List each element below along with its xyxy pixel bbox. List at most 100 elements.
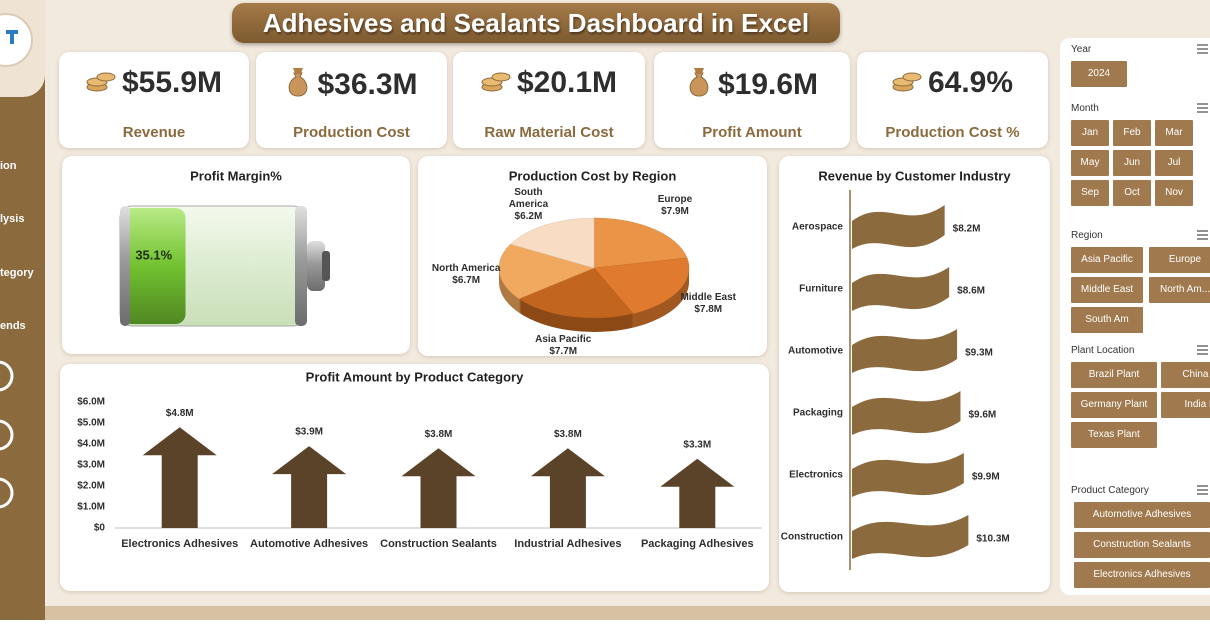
slicer-title: Region <box>1071 230 1103 241</box>
slicer-button[interactable]: Mar <box>1155 120 1193 146</box>
slicer-button[interactable]: Middle East <box>1071 277 1143 303</box>
chart-title: Profit Margin% <box>190 168 282 183</box>
chart-title: Production Cost by Region <box>509 168 677 183</box>
slicer-button[interactable]: Europe <box>1149 247 1210 273</box>
slicer-button[interactable]: Texas Plant <box>1071 422 1157 448</box>
bottom-band <box>0 606 1210 620</box>
flag-bar <box>852 453 964 497</box>
y-category-label: Packaging <box>793 408 843 419</box>
pie-category-label: South America <box>508 187 549 211</box>
kpi-icon-wrap <box>86 68 116 99</box>
nav-icon[interactable] <box>0 419 14 451</box>
flag-bar <box>852 329 958 373</box>
slicer-button[interactable]: Sep <box>1071 180 1109 206</box>
slicer-button[interactable]: Automotive Adhesives <box>1074 502 1210 528</box>
pie-label: North America $6.7M <box>431 263 501 287</box>
slicer-panel: Year 2024 Month Jan Feb Mar May Jun Jul Sep Oct Nov… <box>1060 38 1210 595</box>
battery-cap-right <box>295 206 307 326</box>
arrow-bar <box>272 446 347 528</box>
chart-title: Revenue by Customer Industry <box>818 168 1011 183</box>
kpi-icon-wrap <box>686 66 712 103</box>
slicer-button[interactable]: Jan <box>1071 120 1109 146</box>
nav-item[interactable]: tegory <box>0 267 34 279</box>
arrow-bar <box>142 427 217 528</box>
slicer-button[interactable]: India Pla <box>1161 392 1210 418</box>
chart-card: Profit Margin% 35.1% <box>62 156 410 354</box>
kpi-row: $20.1M <box>453 66 645 100</box>
pie-label: Europe $7.9M <box>640 194 710 218</box>
value-label: $9.9M <box>972 472 1000 483</box>
y-tick-label: $0 <box>94 523 106 534</box>
battery-cap-left <box>120 206 130 326</box>
slicer-button[interactable]: Construction Sealants <box>1074 532 1210 558</box>
pie-value-label: $6.2M <box>514 211 543 223</box>
value-label: $3.9M <box>295 427 323 438</box>
chart-card: Profit Amount by Product Category $0 $1.0M… <box>60 364 769 591</box>
coin <box>96 72 116 81</box>
slicer-button[interactable]: May <box>1071 150 1109 176</box>
y-tick-label: $1.0M <box>77 502 105 513</box>
flag-bar <box>852 205 945 249</box>
slicer-button[interactable]: Feb <box>1113 120 1151 146</box>
kpi-card: $55.9M Revenue <box>59 52 249 148</box>
pie-category-label: Middle East <box>680 292 737 304</box>
flag-bar <box>852 515 969 559</box>
sidebar <box>0 0 45 620</box>
pie-category-label: North America <box>431 262 501 274</box>
kpi-label: Raw Material Cost <box>484 124 614 141</box>
kpi-icon-wrap <box>481 68 511 99</box>
slicer-button[interactable]: Asia Pacific <box>1071 247 1143 273</box>
chart: Profit Amount by Product Category $0 $1.0M… <box>77 369 762 550</box>
kpi-label: Production Cost % <box>885 124 1020 141</box>
pie-category-label: Europe <box>657 193 693 205</box>
slicer-button[interactable]: Nov <box>1155 180 1193 206</box>
nav-item[interactable]: ion <box>0 160 17 172</box>
kpi-value: $36.3M <box>317 67 418 101</box>
x-tick-label: Electronics Adhesives <box>121 538 238 550</box>
value-label: $9.6M <box>968 410 996 421</box>
slicer-button[interactable]: China Pla <box>1161 362 1210 388</box>
pie-value-label: $7.8M <box>694 304 723 316</box>
battery-terminal-tip <box>322 251 330 281</box>
slicer-button[interactable]: Oct <box>1113 180 1151 206</box>
y-tick-label: $6.0M <box>77 397 105 408</box>
slicer-button[interactable]: Jun <box>1113 150 1151 176</box>
slicer-button[interactable]: Germany Plant <box>1071 392 1157 418</box>
battery-fill <box>122 208 186 324</box>
slicer-title: Year <box>1071 44 1092 55</box>
x-tick-label: Industrial Adhesives <box>514 538 621 550</box>
dashboard-title: Adhesives and Sealants Dashboard in Exce… <box>232 3 840 43</box>
slicer-button[interactable]: 2024 <box>1071 61 1127 87</box>
flag-bar <box>852 391 961 435</box>
money-bag-top <box>293 68 304 73</box>
filter-icon <box>1197 345 1208 355</box>
slicer-button[interactable]: South Am <box>1071 307 1143 333</box>
nav-icon[interactable] <box>0 360 14 392</box>
coin <box>491 72 511 81</box>
slicer-button[interactable]: North Am... <box>1149 277 1210 303</box>
y-tick-label: $4.0M <box>77 439 105 450</box>
nav-item[interactable]: ends <box>0 320 26 332</box>
y-tick-label: $3.0M <box>77 460 105 471</box>
logo <box>0 13 33 67</box>
nav-item[interactable]: lysis <box>0 213 25 225</box>
slicer-button[interactable]: Electronics Adhesives <box>1074 562 1210 588</box>
filter-icon <box>1197 485 1208 495</box>
pie-category-label: Asia Pacific <box>535 333 592 345</box>
chart-card: Revenue by Customer Industry Aerospace $8.… <box>779 156 1050 592</box>
chart: Production Cost by Region <box>498 168 690 332</box>
slicer-button[interactable]: Jul <box>1155 150 1193 176</box>
kpi-card: $20.1M Raw Material Cost <box>453 52 645 148</box>
y-tick-label: $2.0M <box>77 481 105 492</box>
kpi-card: $36.3M Production Cost <box>256 52 447 148</box>
value-label: 35.1% <box>135 247 172 262</box>
slicer-title: Month <box>1071 103 1099 114</box>
value-label: $3.3M <box>683 439 711 450</box>
logo-circle <box>0 13 33 67</box>
nav-icon[interactable] <box>0 477 14 509</box>
kpi-row: $19.6M <box>654 66 850 103</box>
kpi-row: 64.9% <box>857 66 1048 100</box>
slicer-button[interactable]: Brazil Plant <box>1071 362 1157 388</box>
kpi-row: $36.3M <box>256 66 447 103</box>
